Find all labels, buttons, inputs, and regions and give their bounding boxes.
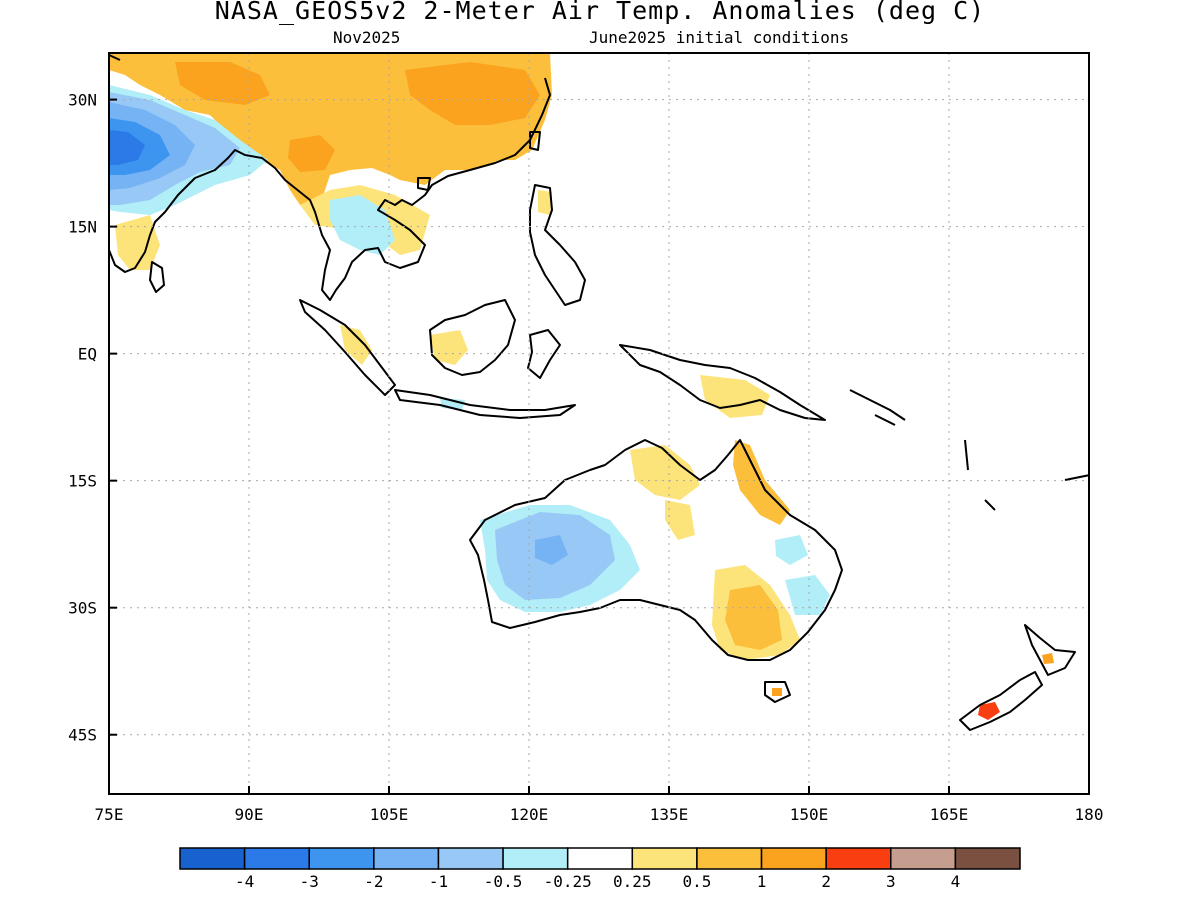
lon-tick-label: 120E — [510, 805, 549, 824]
lat-tick-label: 45S — [68, 726, 97, 745]
colorbar-swatch — [308, 847, 375, 870]
colorbar-swatch — [890, 847, 957, 870]
warm-anomaly-east-asia-core — [405, 62, 540, 125]
cold-anomaly-western-australia-inner — [535, 535, 568, 565]
colorbar-swatch — [373, 847, 440, 870]
warm-anomaly-borneo — [430, 330, 468, 365]
colorbar-swatch — [437, 847, 504, 870]
lon-tick-label: 75E — [95, 805, 124, 824]
warm-anomaly-sumatra — [340, 325, 372, 365]
lon-tick-label: 135E — [650, 805, 689, 824]
colorbar-swatch — [631, 847, 698, 870]
colorbar-label: -0.5 — [484, 872, 523, 891]
coast-asia — [109, 54, 551, 301]
lat-tick-label: 15S — [68, 472, 97, 491]
colorbar-swatch — [179, 847, 246, 870]
warm-anomaly-south-east-australia-core — [725, 585, 782, 650]
coast-new-guinea — [619, 344, 826, 421]
warm-anomaly-south-india — [115, 215, 160, 270]
lat-tick-label: 30S — [68, 599, 97, 618]
coast-taiwan — [529, 131, 541, 151]
colorbar-label: -4 — [235, 872, 254, 891]
coast-solomon-islands — [849, 389, 906, 426]
colorbar-swatch — [954, 847, 1021, 870]
colorbar-swatch — [243, 847, 310, 870]
colorbar-label: 2 — [821, 872, 831, 891]
coast-sulawesi — [527, 329, 561, 379]
colorbar-label: 0.25 — [613, 872, 652, 891]
warm-anomaly-yunnan — [288, 135, 335, 172]
warm-anomaly-luzon — [538, 190, 552, 215]
colorbar-label: -0.25 — [544, 872, 592, 891]
colorbar-label: 4 — [951, 872, 961, 891]
coast-sri-lanka — [149, 261, 165, 293]
colorbar-label: -2 — [364, 872, 383, 891]
cold-anomaly-south-asia-core — [109, 130, 145, 165]
graticule — [109, 53, 1089, 794]
warm-anomaly-new-zealand — [978, 702, 1000, 720]
colorbar-swatch — [502, 847, 569, 870]
cold-anomaly-east-australia — [785, 575, 830, 615]
lon-tick-label: 105E — [370, 805, 409, 824]
coast-hainan — [417, 177, 431, 191]
coast-java — [394, 389, 576, 419]
lon-tick-label: 165E — [930, 805, 969, 824]
coast-sumatra — [299, 299, 396, 396]
initial-conditions: June2025 initial conditions — [589, 28, 850, 47]
colorbar-swatch — [696, 847, 763, 870]
colorbar-label: 1 — [757, 872, 767, 891]
lat-tick-label: 15N — [68, 218, 97, 237]
lat-tick-label: 30N — [68, 91, 97, 110]
colorbar: -4 -3 -2 -1 -0.5 -0.25 0.25 0.5 1 2 3 4 — [179, 847, 1021, 891]
warm-anomaly-new-zealand-north — [1042, 653, 1054, 664]
coast-tasmania — [764, 681, 791, 703]
warm-anomaly-north-australia — [630, 445, 700, 500]
coastlines — [109, 54, 1089, 731]
lon-tick-label: 90E — [235, 805, 264, 824]
colorbar-label: -1 — [429, 872, 448, 891]
colorbar-swatch — [760, 847, 827, 870]
map-frame — [108, 52, 1090, 795]
warm-anomaly-central-australia — [665, 500, 695, 540]
warm-anomaly-tibet — [175, 62, 270, 105]
colorbar-label: -3 — [300, 872, 319, 891]
colorbar-label: 0.5 — [682, 872, 711, 891]
lon-tick-label: 150E — [790, 805, 829, 824]
colorbar-label: 3 — [886, 872, 896, 891]
coast-philippines — [529, 184, 586, 306]
coast-new-zealand-south — [959, 671, 1043, 731]
forecast-month: Nov2025 — [333, 28, 401, 47]
lon-tick-label: 180 — [1075, 805, 1104, 824]
coast-borneo — [429, 299, 516, 376]
colorbar-swatch — [825, 847, 892, 870]
coast-vanuatu-fiji — [964, 439, 1089, 511]
coast-australia — [469, 439, 843, 661]
warm-anomaly-tasmania — [772, 688, 782, 696]
map-title: NASA_GEOS5v2 2-Meter Air Temp. Anomalies… — [214, 0, 986, 25]
cold-anomaly-queensland — [775, 535, 808, 565]
coast-new-zealand-north — [1024, 624, 1076, 676]
anomaly-shading — [109, 53, 1054, 720]
lat-tick-label: EQ — [78, 345, 97, 364]
colorbar-swatch — [566, 847, 634, 870]
